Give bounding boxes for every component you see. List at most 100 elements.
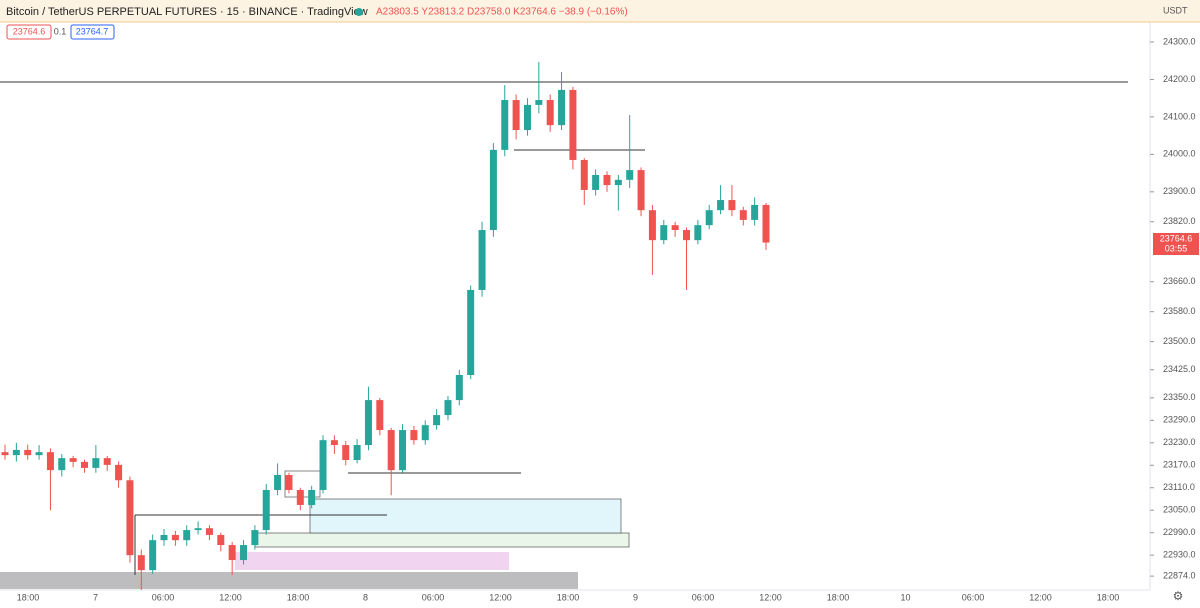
candle-body — [535, 100, 543, 105]
candle-body — [24, 449, 32, 456]
candle-body — [35, 452, 43, 456]
candle-body — [126, 480, 134, 556]
y-tick-label: 22874.0 — [1163, 571, 1196, 581]
sell-price[interactable]: 23764.6 — [13, 26, 46, 36]
y-tick-label: 23580.0 — [1163, 306, 1196, 316]
buy-price[interactable]: 23764.7 — [76, 26, 109, 36]
candle-body — [115, 464, 123, 481]
candle-body — [717, 200, 725, 211]
x-tick-label: 18:00 — [17, 592, 40, 602]
settings-icon[interactable]: ⚙ — [1173, 589, 1184, 603]
x-tick-label: 12:00 — [1029, 592, 1052, 602]
candle-body — [217, 534, 225, 546]
candle-body — [46, 452, 54, 471]
candle-body — [660, 225, 668, 241]
candle-body — [58, 458, 66, 471]
chart-title: Bitcoin / TetherUS PERPETUAL FUTURES · 1… — [6, 6, 368, 18]
y-tick-label: 23425.0 — [1163, 364, 1196, 374]
candle-body — [160, 534, 168, 541]
candle-body — [296, 489, 304, 505]
last-price-box — [1153, 233, 1199, 255]
x-tick-label: 12:00 — [219, 592, 242, 602]
candle-body — [274, 475, 282, 490]
candle-body — [694, 225, 702, 241]
x-tick-label: 18:00 — [287, 592, 310, 602]
candle-body — [705, 210, 713, 226]
candle-body — [330, 440, 338, 446]
candle-body — [421, 425, 429, 441]
candle-body — [455, 374, 463, 401]
candle-body — [387, 430, 395, 471]
candle-body — [376, 400, 384, 431]
y-tick-label: 23170.0 — [1163, 460, 1196, 470]
candle-body — [728, 200, 736, 211]
x-tick-label: 06:00 — [152, 592, 175, 602]
candle-body — [523, 104, 531, 131]
candle-body — [501, 100, 509, 150]
countdown: 03:55 — [1165, 243, 1188, 253]
spread: 0.1 — [54, 26, 67, 36]
candle-body — [614, 179, 622, 186]
candle-body — [603, 174, 611, 186]
sell-button[interactable] — [6, 24, 52, 40]
y-tick-label: 23660.0 — [1163, 276, 1196, 286]
candle-body — [592, 174, 600, 190]
candle-body — [364, 400, 372, 446]
candle-body — [308, 489, 316, 505]
candle-body — [478, 230, 486, 290]
x-tick-label: 12:00 — [489, 592, 512, 602]
x-tick-label: 10 — [900, 592, 910, 602]
last-price: 23764.6 — [1160, 233, 1193, 243]
candle-body — [262, 489, 270, 531]
candle-body — [489, 149, 497, 231]
x-tick-label: 8 — [363, 592, 368, 602]
currency[interactable]: USDT — [1163, 5, 1188, 15]
status-dot — [355, 8, 363, 16]
candle-body — [444, 400, 452, 416]
x-tick-label: 12:00 — [759, 592, 782, 602]
buy-button[interactable] — [70, 24, 115, 40]
candle-body — [546, 100, 554, 126]
zone — [0, 572, 578, 589]
candle-body — [353, 445, 361, 461]
x-tick-label: 06:00 — [962, 592, 985, 602]
y-tick-label: 23290.0 — [1163, 415, 1196, 425]
candle-body — [399, 430, 407, 471]
candle-body — [240, 545, 248, 561]
x-tick-label: 7 — [93, 592, 98, 602]
candle-body — [285, 475, 293, 490]
candle-body — [194, 528, 202, 531]
candle-body — [251, 530, 259, 546]
candle-body — [81, 461, 89, 468]
x-tick-label: 18:00 — [557, 592, 580, 602]
x-tick-label: 06:00 — [422, 592, 445, 602]
candle-body — [319, 440, 327, 490]
y-tick-label: 23050.0 — [1163, 505, 1196, 515]
y-tick-label: 23350.0 — [1163, 392, 1196, 402]
candle-body — [171, 534, 179, 541]
candle-body — [512, 100, 520, 131]
candle-body — [205, 528, 213, 535]
candle-body — [137, 555, 145, 571]
candle-body — [92, 458, 100, 468]
candle-body — [467, 289, 475, 375]
candle-body — [671, 225, 679, 231]
y-tick-label: 24200.0 — [1163, 74, 1196, 84]
y-tick-label: 23230.0 — [1163, 437, 1196, 447]
candle-body — [558, 89, 566, 126]
candle-body — [637, 170, 645, 211]
x-tick-label: 18:00 — [827, 592, 850, 602]
candle-body — [149, 540, 157, 571]
y-tick-label: 24000.0 — [1163, 149, 1196, 159]
candle-body — [739, 210, 747, 220]
candle-body — [569, 89, 577, 160]
y-tick-label: 22990.0 — [1163, 527, 1196, 537]
x-tick-label: 18:00 — [1097, 592, 1120, 602]
candle-body — [626, 170, 634, 180]
y-tick-label: 24300.0 — [1163, 36, 1196, 46]
y-tick-label: 22930.0 — [1163, 550, 1196, 560]
candle-body — [1, 452, 9, 456]
candle-body — [342, 445, 350, 461]
candle-body — [433, 415, 441, 426]
